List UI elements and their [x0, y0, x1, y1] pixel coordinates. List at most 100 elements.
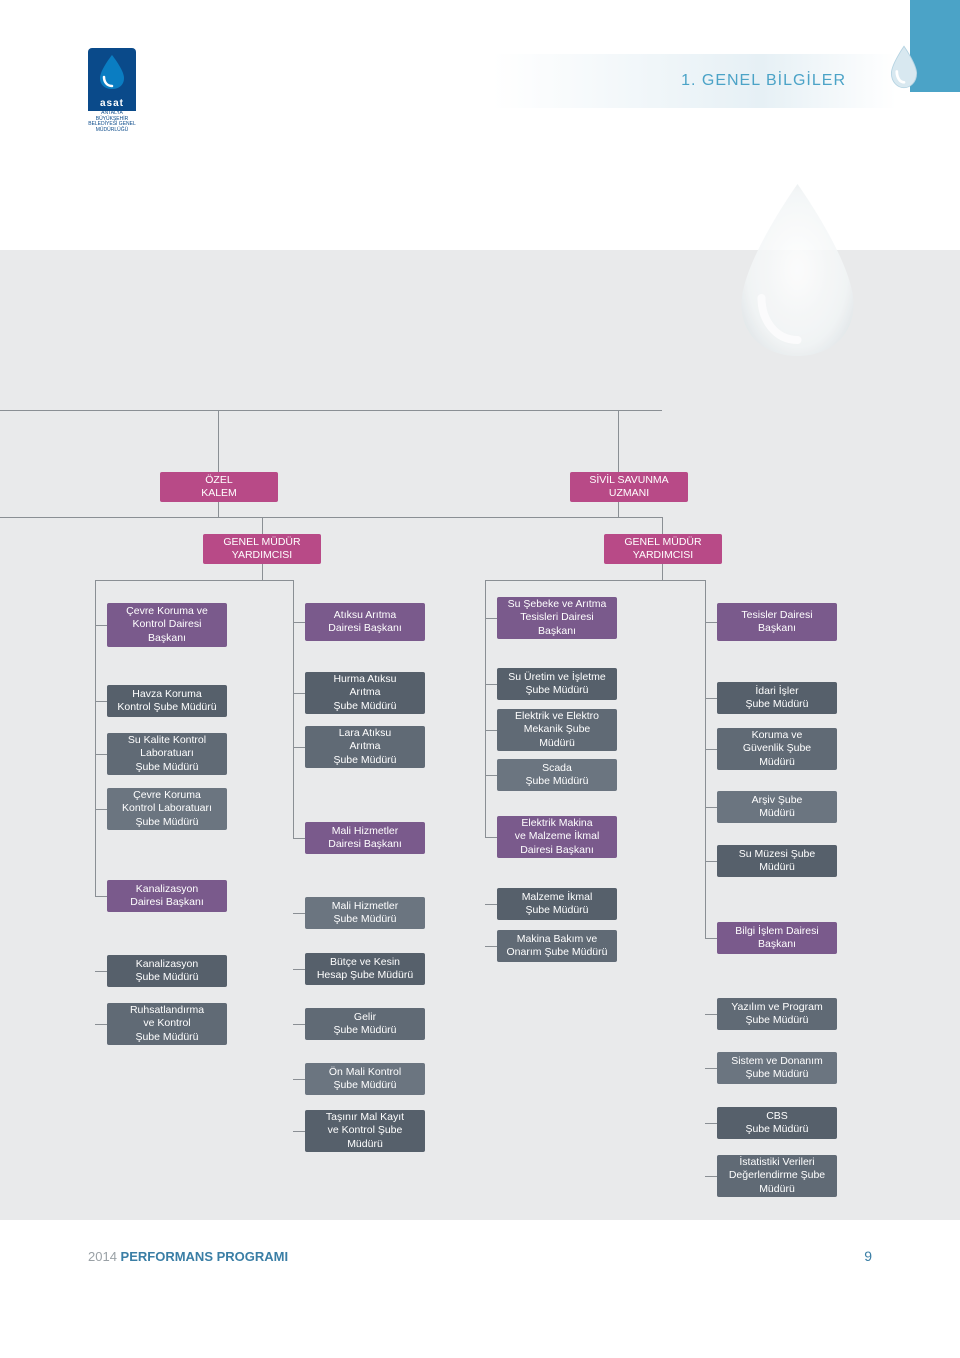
- col-b-sub-7: Ön Mali Kontrol Şube Müdürü: [305, 1063, 425, 1095]
- col-c-head-4: Elektrik Makina ve Malzeme İkmal Dairesi…: [497, 816, 617, 858]
- connector-line: [485, 837, 497, 838]
- connector-line: [95, 896, 107, 897]
- connector-line: [95, 1024, 107, 1025]
- connector-line: [262, 517, 263, 534]
- connector-line: [705, 1123, 717, 1124]
- connector-line: [618, 502, 619, 517]
- col-b-sub-4: Mali Hizmetler Şube Müdürü: [305, 897, 425, 929]
- col-d-sub-2: Koruma ve Güvenlik Şube Müdürü: [717, 728, 837, 770]
- connector-line: [705, 861, 717, 862]
- col-d-sub-8: CBS Şube Müdürü: [717, 1107, 837, 1139]
- connector-line: [293, 913, 305, 914]
- gm-yard-2: GENEL MÜDÜR YARDIMCISI: [604, 534, 722, 564]
- col-d-head-5: Bilgi İşlem Dairesi Başkanı: [717, 922, 837, 954]
- connector-line: [293, 1024, 305, 1025]
- connector-line: [485, 946, 497, 947]
- connector-line: [95, 809, 107, 810]
- connector-line: [705, 622, 717, 623]
- connector-line: [662, 564, 663, 580]
- col-c-sub-5: Malzeme İkmal Şube Müdürü: [497, 888, 617, 920]
- connector-line: [293, 1079, 305, 1080]
- connector-line: [95, 754, 107, 755]
- connector-line: [262, 564, 263, 580]
- connector-line: [0, 517, 662, 518]
- footer-program: PERFORMANS PROGRAMI: [121, 1249, 289, 1264]
- connector-line: [293, 580, 294, 838]
- col-d-sub-6: Yazılım ve Program Şube Müdürü: [717, 998, 837, 1030]
- connector-line: [618, 410, 619, 475]
- logo-subtext: ANTALYA BÜYÜKŞEHİR BELEDİYESİ GENEL MÜDÜ…: [88, 111, 136, 133]
- col-a-head-4: Kanalizasyon Dairesi Başkanı: [107, 880, 227, 912]
- connector-line: [485, 580, 486, 837]
- col-d-sub-1: İdari İşler Şube Müdürü: [717, 682, 837, 714]
- col-b-head-0: Atıksu Arıtma Dairesi Başkanı: [305, 603, 425, 641]
- col-c-sub-2: Elektrik ve Elektro Mekanik Şube Müdürü: [497, 709, 617, 751]
- connector-line: [218, 502, 219, 517]
- col-b-sub-6: Gelir Şube Müdürü: [305, 1008, 425, 1040]
- logo-text: asat: [88, 96, 136, 111]
- col-b-sub-1: Hurma Atıksu Arıtma Şube Müdürü: [305, 672, 425, 714]
- connector-line: [95, 625, 107, 626]
- connector-line: [705, 580, 706, 938]
- connector-line: [485, 618, 497, 619]
- gm-yard-1: GENEL MÜDÜR YARDIMCISI: [203, 534, 321, 564]
- connector-line: [485, 580, 706, 581]
- col-d-sub-4: Su Müzesi Şube Müdürü: [717, 845, 837, 877]
- connector-line: [662, 517, 663, 534]
- connector-line: [485, 684, 497, 685]
- col-d-sub-7: Sistem ve Donanım Şube Müdürü: [717, 1052, 837, 1084]
- col-a-head-0: Çevre Koruma ve Kontrol Dairesi Başkanı: [107, 603, 227, 647]
- col-b-sub-5: Bütçe ve Kesin Hesap Şube Müdürü: [305, 953, 425, 985]
- col-a-sub-2: Su Kalite Kontrol Laboratuarı Şube Müdür…: [107, 733, 227, 775]
- col-a-sub-6: Ruhsatlandırma ve Kontrol Şube Müdürü: [107, 1003, 227, 1045]
- col-c-sub-6: Makina Bakım ve Onarım Şube Müdürü: [497, 930, 617, 962]
- connector-line: [293, 838, 305, 839]
- connector-line: [705, 749, 717, 750]
- connector-line: [95, 701, 107, 702]
- connector-line: [293, 693, 305, 694]
- sivil-savunma: SİVİL SAVUNMA UZMANI: [570, 472, 688, 502]
- connector-line: [705, 1068, 717, 1069]
- connector-line: [705, 807, 717, 808]
- connector-line: [218, 410, 219, 475]
- connector-line: [485, 775, 497, 776]
- col-d-sub-3: Arşiv Şube Müdürü: [717, 791, 837, 823]
- page-number: 9: [864, 1248, 872, 1264]
- col-c-sub-1: Su Üretim ve İşletme Şube Müdürü: [497, 668, 617, 700]
- org-chart: ÖZEL KALEM SİVİL SAVUNMA UZMANI GENEL MÜDÜ…: [0, 410, 960, 1210]
- col-d-sub-9: İstatistiki Verileri Değerlendirme Şube …: [717, 1155, 837, 1197]
- connector-line: [705, 1014, 717, 1015]
- connector-line: [485, 904, 497, 905]
- footer-title: 2014 PERFORMANS PROGRAMI: [88, 1249, 288, 1264]
- footer-year: 2014: [88, 1249, 117, 1264]
- connector-line: [293, 1131, 305, 1132]
- page: 1. GENEL BİLGİLER asat ANTALYA BÜYÜKŞEHİ…: [0, 0, 960, 1358]
- logo: asat ANTALYA BÜYÜKŞEHİR BELEDİYESİ GENEL…: [88, 48, 136, 133]
- col-c-head-0: Su Şebeke ve Arıtma Tesisleri Dairesi Ba…: [497, 597, 617, 639]
- connector-line: [705, 698, 717, 699]
- connector-line: [293, 747, 305, 748]
- connector-line: [293, 622, 305, 623]
- connector-line: [705, 938, 717, 939]
- logo-drop-icon: [88, 48, 136, 96]
- col-b-sub-8: Taşınır Mal Kayıt ve Kontrol Şube Müdürü: [305, 1110, 425, 1152]
- col-a-sub-5: Kanalizasyon Şube Müdürü: [107, 955, 227, 987]
- col-b-head-3: Mali Hizmetler Dairesi Başkanı: [305, 822, 425, 854]
- ozel-kalem: ÖZEL KALEM: [160, 472, 278, 502]
- col-a-sub-1: Havza Koruma Kontrol Şube Müdürü: [107, 685, 227, 717]
- connector-line: [95, 580, 96, 896]
- connector-line: [485, 730, 497, 731]
- col-a-sub-3: Çevre Koruma Kontrol Laboratuarı Şube Mü…: [107, 788, 227, 830]
- section-title: 1. GENEL BİLGİLER: [681, 72, 846, 90]
- footer: 2014 PERFORMANS PROGRAMI 9: [0, 1248, 960, 1264]
- connector-line: [95, 580, 294, 581]
- connector-line: [0, 410, 662, 411]
- droplet-small-icon: [886, 44, 922, 90]
- col-d-head-0: Tesisler Dairesi Başkanı: [717, 603, 837, 641]
- col-b-sub-2: Lara Atıksu Arıtma Şube Müdürü: [305, 726, 425, 768]
- connector-line: [293, 969, 305, 970]
- droplet-large-icon: [725, 180, 870, 360]
- connector-line: [705, 1176, 717, 1177]
- connector-line: [95, 971, 107, 972]
- col-c-sub-3: Scada Şube Müdürü: [497, 759, 617, 791]
